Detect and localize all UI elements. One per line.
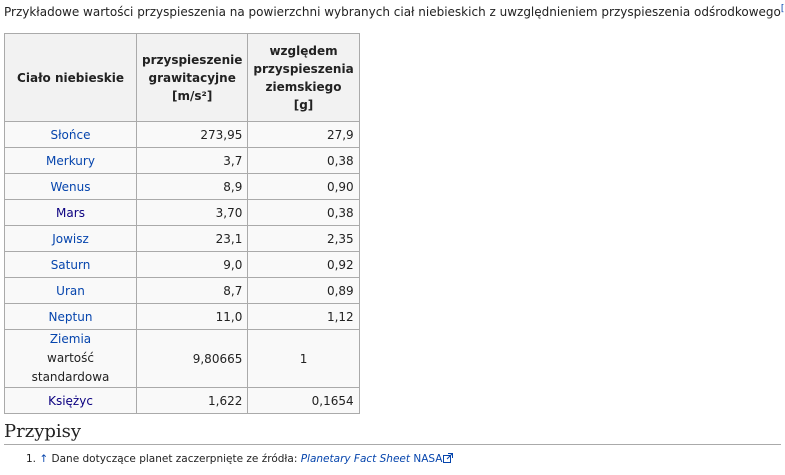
table-row: Słońce 273,95 27,9: [4, 121, 360, 148]
table-row: Mars 3,70 0,38: [4, 199, 360, 226]
body-value-cell: 2,35: [247, 225, 360, 252]
cell-value: 0,90: [326, 179, 354, 194]
table-row: Saturn 9,0 0,92: [4, 251, 360, 278]
cell-value: 1,622: [208, 393, 243, 408]
body-link[interactable]: Księżyc: [48, 393, 93, 408]
body-name-cell: Uran: [4, 277, 137, 304]
body-value-cell: 23,1: [135, 225, 249, 252]
body-link[interactable]: Ziemia: [49, 332, 92, 346]
table-row: Jowisz 23,1 2,35: [4, 225, 360, 252]
table-row: Wenus 8,9 0,90: [4, 173, 360, 200]
cell-value: 0,38: [326, 153, 354, 168]
body-link[interactable]: Merkury: [46, 153, 95, 168]
footnote: 1. ↑ Dane dotyczące planet zaczerpnięte …: [26, 453, 454, 465]
table-row: Uran 8,7 0,89: [4, 277, 360, 304]
body-value-cell: 0,38: [247, 147, 360, 174]
body-value-cell: 8,9: [135, 173, 249, 200]
table-row: Księżyc 1,622 0,1654: [4, 387, 360, 414]
body-link[interactable]: Uran: [56, 283, 85, 298]
source-link[interactable]: Planetary Fact Sheet: [300, 453, 410, 465]
body-name-cell: Słońce: [4, 121, 137, 148]
cell-value: 1,12: [326, 309, 354, 324]
table-row: Ziemia wartość standardowa 9,80665 1: [4, 329, 360, 388]
body-value-cell: 27,9: [247, 121, 360, 148]
table-body: Słońce 273,95 27,9 Merkury 3,7 0,38 Wenus 8,9 0,…: [4, 121, 360, 414]
body-name-cell: Księżyc: [4, 387, 137, 414]
data-table: Ciało niebieskie przyspieszenie grawitacy…: [4, 33, 360, 414]
header-unit: [g]: [293, 97, 314, 112]
backlink[interactable]: ↑: [39, 453, 49, 465]
body-value-cell: 9,80665: [135, 329, 249, 388]
cell-value: 8,9: [223, 179, 243, 194]
cell-value: 0,1654: [311, 393, 354, 408]
external-icon: [443, 453, 454, 463]
cell-value: 3,7: [223, 153, 243, 168]
header-label: względem przyspieszenia ziemskiego: [253, 43, 354, 94]
header-row: Ciało niebieskie przyspieszenie grawitacy…: [4, 33, 360, 122]
body-name-cell: Ziemia wartość standardowa: [4, 329, 137, 388]
cell-value: 1: [299, 351, 308, 366]
header-cell: Ciało niebieskie: [4, 33, 137, 122]
footnote-text: Dane dotyczące planet zaczerpnięte ze źr…: [51, 453, 298, 465]
header-cell: przyspieszenie grawitacyjne [m/s²]: [135, 33, 249, 122]
body-value-cell: 1,12: [247, 303, 360, 330]
body-name-cell: Wenus: [4, 173, 137, 200]
footnote-number: 1.: [26, 453, 37, 465]
body-value-cell: 0,1654: [247, 387, 360, 414]
body-link[interactable]: Neptun: [48, 309, 93, 324]
source-name[interactable]: NASA: [413, 453, 443, 465]
cell-value: 273,95: [200, 127, 243, 142]
body-name-cell: Neptun: [4, 303, 137, 330]
body-value-cell: 273,95: [135, 121, 249, 148]
body-value-cell: 0,89: [247, 277, 360, 304]
cell-value: 3,70: [215, 205, 243, 220]
body-value-cell: 8,7: [135, 277, 249, 304]
cell-value: 0,89: [326, 283, 354, 298]
body-value-cell: 0,90: [247, 173, 360, 200]
body-name-cell: Merkury: [4, 147, 137, 174]
body-link[interactable]: Saturn: [50, 257, 91, 272]
body-name-cell: Saturn: [4, 251, 137, 278]
body-value-cell: 1: [247, 329, 360, 388]
header-label: przyspieszenie grawitacyjne: [142, 52, 243, 85]
table-row: Merkury 3,7 0,38: [4, 147, 360, 174]
cell-value: 9,0: [223, 257, 243, 272]
body-value-cell: 1,622: [135, 387, 249, 414]
cell-value: 23,1: [215, 231, 243, 246]
body-value-cell: 3,7: [135, 147, 249, 174]
header-unit: [m/s²]: [172, 88, 213, 103]
body-link[interactable]: Mars: [56, 205, 85, 220]
cell-value: 2,35: [326, 231, 354, 246]
cell-value: 0,38: [326, 205, 354, 220]
body-value-cell: 11,0: [135, 303, 249, 330]
body-name-cell: Mars: [4, 199, 137, 226]
body-value-cell: 0,38: [247, 199, 360, 226]
table-row: Neptun 11,0 1,12: [4, 303, 360, 330]
cell-value: 11,0: [215, 309, 243, 324]
cell-value: 27,9: [326, 127, 354, 142]
body-name-cell: Jowisz: [4, 225, 137, 252]
intro: Przykładowe wartości przyspieszenia na p…: [4, 4, 785, 19]
body-link[interactable]: Jowisz: [52, 231, 89, 246]
intro-text: Przykładowe wartości przyspieszenia na p…: [4, 5, 781, 19]
body-value-cell: 9,0: [135, 251, 249, 278]
header-cell: względem przyspieszenia ziemskiego [g]: [247, 33, 360, 122]
body-value-cell: 3,70: [135, 199, 249, 226]
header-label: Ciało niebieskie: [17, 70, 124, 85]
ref-link[interactable]: [1]: [780, 4, 785, 14]
cell-value: 0,92: [326, 257, 354, 272]
body-value-cell: 0,92: [247, 251, 360, 278]
body-link[interactable]: Wenus: [50, 179, 91, 194]
section-title: Przypisy: [4, 421, 781, 445]
body-link[interactable]: Słońce: [50, 127, 91, 142]
cell-value: 8,7: [223, 283, 243, 298]
body-note: wartość standardowa: [31, 351, 110, 384]
cell-value: 9,80665: [192, 351, 243, 366]
